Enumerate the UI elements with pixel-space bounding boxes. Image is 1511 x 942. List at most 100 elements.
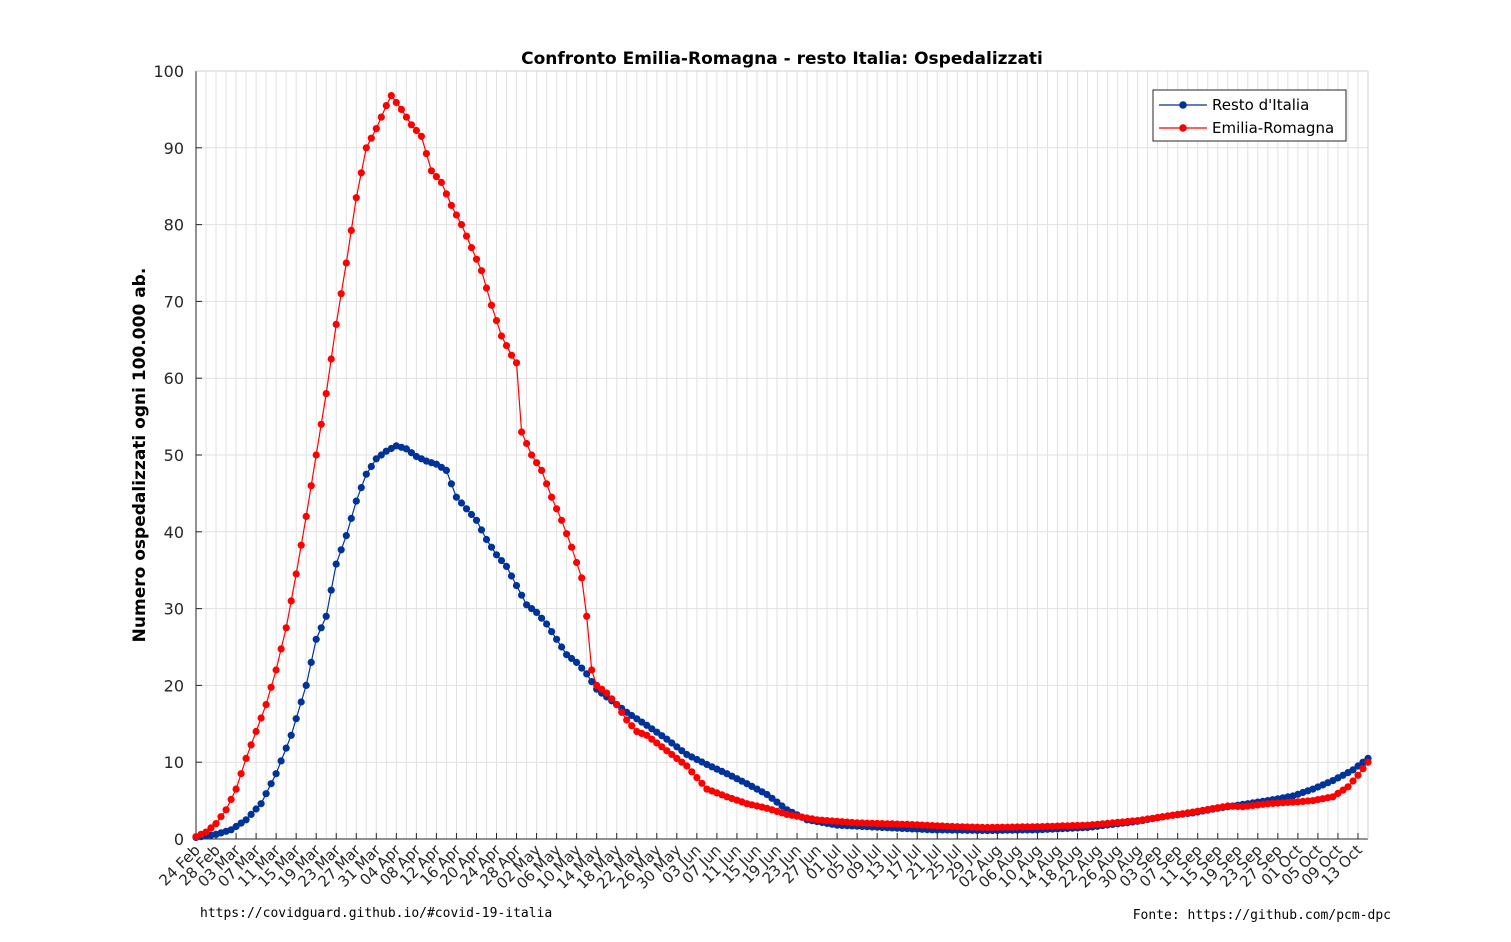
footer-source-link[interactable]: https://covidguard.github.io/#covid-19-i… bbox=[200, 906, 553, 921]
data-point bbox=[568, 654, 576, 663]
legend-label: Emilia-Romagna bbox=[1212, 119, 1334, 137]
data-point bbox=[553, 635, 561, 643]
data-point bbox=[287, 731, 295, 739]
data-point bbox=[588, 678, 596, 686]
data-point bbox=[653, 728, 661, 736]
data-point bbox=[342, 532, 350, 540]
data-point bbox=[312, 635, 320, 643]
data-point bbox=[257, 714, 265, 722]
data-point bbox=[267, 683, 275, 691]
data-point bbox=[272, 666, 280, 674]
data-point bbox=[352, 194, 360, 202]
data-point bbox=[477, 267, 486, 275]
data-point bbox=[232, 785, 240, 793]
data-point bbox=[518, 428, 526, 436]
data-point bbox=[307, 482, 315, 490]
chart-title: Confronto Emilia-Romagna - resto Italia:… bbox=[521, 49, 1043, 69]
data-point bbox=[487, 301, 496, 309]
data-point bbox=[538, 614, 546, 622]
data-point bbox=[392, 98, 400, 107]
data-point bbox=[347, 514, 355, 523]
data-point bbox=[1018, 823, 1026, 831]
data-point bbox=[267, 780, 275, 788]
data-point bbox=[978, 823, 986, 832]
data-point bbox=[688, 768, 696, 776]
data-point bbox=[628, 722, 636, 730]
data-point bbox=[533, 459, 541, 467]
footer-data-source: Fonte: https://github.com/pcm-dpc bbox=[1132, 908, 1391, 923]
data-point bbox=[507, 572, 516, 580]
data-point bbox=[1028, 823, 1036, 831]
data-point bbox=[222, 806, 230, 814]
data-point bbox=[773, 798, 781, 806]
data-point bbox=[317, 420, 325, 428]
data-point bbox=[447, 201, 455, 209]
data-point bbox=[482, 535, 491, 544]
data-point bbox=[497, 332, 506, 340]
legend-marker bbox=[1179, 124, 1187, 132]
data-point bbox=[282, 624, 290, 632]
data-point bbox=[863, 819, 871, 827]
data-point bbox=[623, 716, 631, 724]
data-point bbox=[558, 643, 566, 651]
y-tick-label: 80 bbox=[164, 216, 184, 235]
data-point bbox=[998, 823, 1007, 831]
data-point bbox=[227, 795, 235, 804]
y-tick-label: 10 bbox=[164, 753, 184, 772]
data-point bbox=[778, 802, 786, 810]
data-point bbox=[613, 701, 621, 709]
data-point bbox=[372, 455, 380, 463]
data-point bbox=[608, 695, 616, 703]
data-point bbox=[352, 497, 360, 505]
data-point bbox=[247, 741, 255, 749]
data-point bbox=[262, 701, 270, 709]
data-point bbox=[573, 558, 581, 567]
data-point bbox=[482, 284, 491, 292]
data-point bbox=[1344, 783, 1352, 791]
data-point bbox=[543, 480, 551, 488]
data-point bbox=[462, 505, 471, 513]
data-point bbox=[367, 134, 375, 142]
data-point bbox=[317, 624, 325, 632]
y-axis-label: Numero ospedalizzati ogni 100.000 ab. bbox=[130, 268, 150, 643]
data-point bbox=[553, 505, 561, 513]
data-point bbox=[327, 355, 335, 363]
grid bbox=[195, 70, 1369, 840]
data-point bbox=[337, 546, 345, 554]
data-point bbox=[1359, 758, 1367, 766]
data-point bbox=[442, 466, 450, 474]
data-point bbox=[568, 543, 576, 551]
data-point bbox=[1078, 821, 1087, 829]
data-point bbox=[452, 211, 460, 219]
data-point bbox=[1003, 823, 1012, 831]
data-point bbox=[558, 516, 566, 524]
data-point bbox=[768, 794, 776, 802]
data-point bbox=[492, 551, 501, 559]
data-point bbox=[377, 113, 385, 121]
data-point bbox=[472, 516, 481, 524]
data-point bbox=[387, 92, 395, 100]
data-point bbox=[292, 715, 300, 723]
data-point bbox=[247, 810, 255, 819]
data-point bbox=[512, 582, 521, 590]
data-point bbox=[312, 451, 320, 459]
data-point bbox=[502, 342, 511, 350]
data-point bbox=[492, 317, 501, 325]
data-point bbox=[588, 666, 596, 674]
data-point bbox=[347, 226, 355, 234]
data-point bbox=[1043, 822, 1052, 831]
data-point bbox=[923, 821, 931, 829]
data-point bbox=[968, 823, 976, 831]
data-point bbox=[372, 125, 380, 133]
data-point bbox=[1274, 799, 1282, 807]
data-point bbox=[1033, 823, 1041, 831]
data-point bbox=[322, 390, 330, 398]
data-point bbox=[598, 685, 606, 693]
data-point bbox=[663, 735, 671, 743]
data-point bbox=[1334, 789, 1342, 798]
data-point bbox=[583, 670, 591, 678]
data-point bbox=[653, 739, 661, 747]
data-point bbox=[297, 698, 305, 706]
data-point bbox=[367, 462, 375, 471]
data-point bbox=[407, 449, 415, 457]
